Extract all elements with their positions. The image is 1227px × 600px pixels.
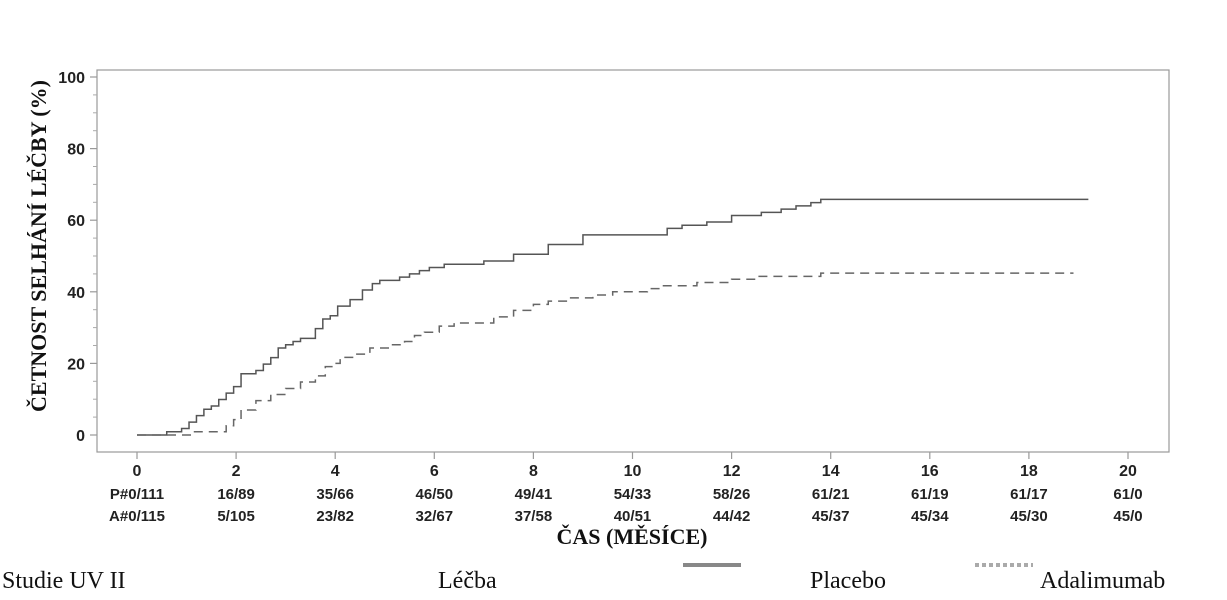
risk-cell-A-10: 45/0	[1113, 508, 1142, 525]
y-tick-label-20: 20	[67, 356, 85, 373]
footer-legend: Studie UV II Léčba Placebo Adalimumab	[2, 563, 1165, 594]
risk-cell-P-2: 35/66	[316, 486, 354, 503]
risk-cell-A-3: 32/67	[416, 508, 454, 525]
risk-cell-P-4: 49/41	[515, 486, 553, 503]
axis-ticks: 0 2 4 6 8 10 12 14 16 18 20 0 20 40 60 80 100	[58, 70, 1137, 480]
risk-cell-P-5: 54/33	[614, 486, 652, 503]
x-tick-label-20: 20	[1119, 463, 1137, 480]
study-label: Studie UV II	[2, 568, 126, 594]
legend-label-adalimumab: Adalimumab	[1040, 568, 1165, 594]
x-tick-label-14: 14	[822, 463, 840, 480]
risk-cell-P-3: 46/50	[416, 486, 454, 503]
risk-cell-A-9: 45/30	[1010, 508, 1048, 525]
risk-cell-A-8: 45/34	[911, 508, 949, 525]
x-tick-label-12: 12	[723, 463, 741, 480]
risk-cell-P-1: 16/89	[217, 486, 255, 503]
risk-cell-A-5: 40/51	[614, 508, 652, 525]
risk-cell-P-10: 61/0	[1113, 486, 1142, 503]
x-tick-label-10: 10	[624, 463, 642, 480]
risk-cell-A-7: 45/37	[812, 508, 850, 525]
x-tick-label-6: 6	[430, 463, 439, 480]
y-tick-label-0: 0	[76, 428, 85, 445]
risk-cell-P-9: 61/17	[1010, 486, 1048, 503]
risk-cell-A-1: 5/105	[217, 508, 255, 525]
x-axis-title: ČAS (MĚSÍCE)	[557, 524, 708, 549]
y-tick-label-40: 40	[67, 285, 85, 302]
series-line-placebo	[137, 198, 1089, 436]
series-line-adalimumab	[137, 272, 1074, 436]
risk-cell-A-6: 44/42	[713, 508, 751, 525]
risk-cell-A-2: 23/82	[316, 508, 354, 525]
x-tick-label-0: 0	[133, 463, 142, 480]
risk-cell-P-6: 58/26	[713, 486, 751, 503]
x-tick-label-2: 2	[232, 463, 241, 480]
risk-cell-A-4: 37/58	[515, 508, 553, 525]
risk-cell-P-8: 61/19	[911, 486, 949, 503]
risk-cell-P-0: P#0/111	[110, 486, 164, 503]
y-axis-title-group: ČETNOST SELHÁNÍ LÉČBY (%)	[26, 80, 51, 412]
y-tick-label-100: 100	[58, 70, 85, 87]
x-tick-label-4: 4	[331, 463, 340, 480]
y-tick-label-60: 60	[67, 213, 85, 230]
series-group	[137, 198, 1089, 436]
x-tick-label-18: 18	[1020, 463, 1038, 480]
x-tick-label-16: 16	[921, 463, 939, 480]
x-tick-label-8: 8	[529, 463, 538, 480]
risk-table: P#0/111 16/89 35/66 46/50 49/41 54/33 58/26 61/…	[109, 486, 1143, 525]
risk-cell-P-7: 61/21	[812, 486, 850, 503]
treatment-label: Léčba	[438, 568, 497, 594]
y-axis-title: ČETNOST SELHÁNÍ LÉČBY (%)	[26, 80, 51, 412]
y-tick-label-80: 80	[67, 142, 85, 159]
risk-cell-A-0: A#0/115	[109, 508, 165, 525]
legend-label-placebo: Placebo	[810, 568, 886, 594]
plot-frame	[96, 69, 1170, 453]
